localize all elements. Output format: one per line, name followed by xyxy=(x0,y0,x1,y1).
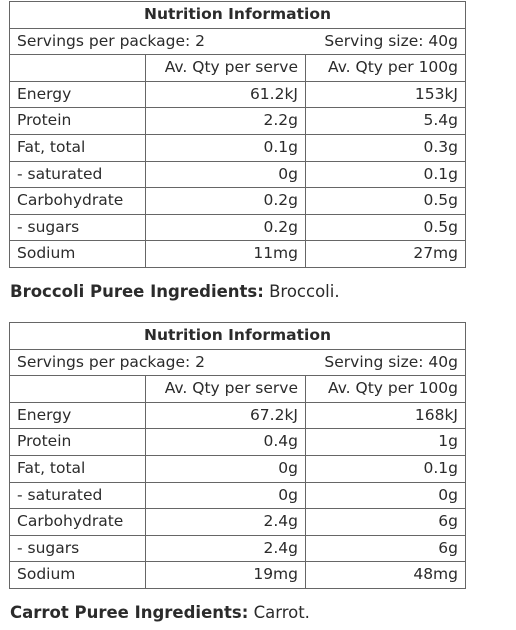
table-row: Carbohydrate 0.2g 0.5g xyxy=(9,187,466,215)
nutrition-table: Nutrition Information Servings per packa… xyxy=(9,1,466,268)
ingredients-line-carrot: Carrot Puree Ingredients: Carrot. xyxy=(10,603,310,622)
per-serve-value: 11mg xyxy=(145,240,306,268)
header-blank-cell xyxy=(9,54,146,82)
table-row: Fat, total 0.1g 0.3g xyxy=(9,133,466,162)
per-100g-value: 5.4g xyxy=(305,107,466,135)
nutrition-panel-broccoli: Nutrition Information Servings per packa… xyxy=(9,1,466,268)
table-row: Carbohydrate 2.4g 6g xyxy=(9,508,466,536)
column-header-per-100g: Av. Qty per 100g xyxy=(305,375,466,403)
per-100g-value: 153kJ xyxy=(305,80,466,109)
nutrient-label: Sodium xyxy=(9,240,146,268)
per-serve-value: 67.2kJ xyxy=(145,401,306,430)
table-row: Protein 2.2g 5.4g xyxy=(9,107,466,135)
table-title: Nutrition Information xyxy=(9,322,466,350)
nutrient-label: Fat, total xyxy=(9,454,146,483)
servings-per-package: Servings per package: 2 xyxy=(9,348,306,377)
per-100g-value: 48mg xyxy=(305,561,466,589)
per-serve-value: 0g xyxy=(145,160,306,189)
table-row: - saturated 0g 0g xyxy=(9,481,466,510)
per-serve-value: 0g xyxy=(145,481,306,510)
per-serve-value: 0.2g xyxy=(145,187,306,215)
per-serve-value: 2.2g xyxy=(145,107,306,135)
nutrition-panel-carrot: Nutrition Information Servings per packa… xyxy=(9,322,466,589)
per-100g-value: 0.3g xyxy=(305,133,466,162)
table-row: Energy 61.2kJ 153kJ xyxy=(9,80,466,109)
per-100g-value: 168kJ xyxy=(305,401,466,430)
table-row: Fat, total 0g 0.1g xyxy=(9,454,466,483)
table-row: - sugars 2.4g 6g xyxy=(9,534,466,563)
nutrient-label: Carbohydrate xyxy=(9,187,146,215)
per-serve-value: 2.4g xyxy=(145,508,306,536)
per-100g-value: 0.5g xyxy=(305,187,466,215)
nutrient-label: Energy xyxy=(9,80,146,109)
nutrition-table: Nutrition Information Servings per packa… xyxy=(9,322,466,589)
servings-per-package: Servings per package: 2 xyxy=(9,27,306,56)
table-row: Protein 0.4g 1g xyxy=(9,428,466,456)
table-row: - saturated 0g 0.1g xyxy=(9,160,466,189)
per-100g-value: 6g xyxy=(305,508,466,536)
table-row: Sodium 19mg 48mg xyxy=(9,561,466,589)
nutrient-label: Protein xyxy=(9,107,146,135)
serving-size: Serving size: 40g xyxy=(305,27,466,56)
nutrient-label: - sugars xyxy=(9,534,146,563)
ingredients-label: Carrot Puree Ingredients: xyxy=(10,603,249,622)
per-serve-value: 0g xyxy=(145,454,306,483)
per-serve-value: 0.1g xyxy=(145,133,306,162)
table-title: Nutrition Information xyxy=(9,1,466,29)
per-serve-value: 19mg xyxy=(145,561,306,589)
ingredients-label: Broccoli Puree Ingredients: xyxy=(10,282,264,301)
nutrient-label: - sugars xyxy=(9,213,146,242)
nutrient-label: Sodium xyxy=(9,561,146,589)
per-serve-value: 0.4g xyxy=(145,428,306,456)
per-100g-value: 0.1g xyxy=(305,160,466,189)
column-header-per-100g: Av. Qty per 100g xyxy=(305,54,466,82)
table-row: Energy 67.2kJ 168kJ xyxy=(9,401,466,430)
nutrient-label: Fat, total xyxy=(9,133,146,162)
nutrient-label: - saturated xyxy=(9,481,146,510)
ingredients-line-broccoli: Broccoli Puree Ingredients: Broccoli. xyxy=(10,282,340,301)
ingredients-text: Broccoli. xyxy=(263,282,340,301)
serving-size: Serving size: 40g xyxy=(305,348,466,377)
table-row: - sugars 0.2g 0.5g xyxy=(9,213,466,242)
per-serve-value: 2.4g xyxy=(145,534,306,563)
per-100g-value: 1g xyxy=(305,428,466,456)
per-100g-value: 0.1g xyxy=(305,454,466,483)
per-100g-value: 6g xyxy=(305,534,466,563)
per-serve-value: 0.2g xyxy=(145,213,306,242)
per-100g-value: 0g xyxy=(305,481,466,510)
per-100g-value: 0.5g xyxy=(305,213,466,242)
nutrient-label: Protein xyxy=(9,428,146,456)
nutrient-label: Carbohydrate xyxy=(9,508,146,536)
nutrient-label: - saturated xyxy=(9,160,146,189)
per-100g-value: 27mg xyxy=(305,240,466,268)
table-row: Sodium 11mg 27mg xyxy=(9,240,466,268)
per-serve-value: 61.2kJ xyxy=(145,80,306,109)
ingredients-text: Carrot. xyxy=(248,603,310,622)
column-header-per-serve: Av. Qty per serve xyxy=(145,54,306,82)
header-blank-cell xyxy=(9,375,146,403)
nutrient-label: Energy xyxy=(9,401,146,430)
column-header-per-serve: Av. Qty per serve xyxy=(145,375,306,403)
